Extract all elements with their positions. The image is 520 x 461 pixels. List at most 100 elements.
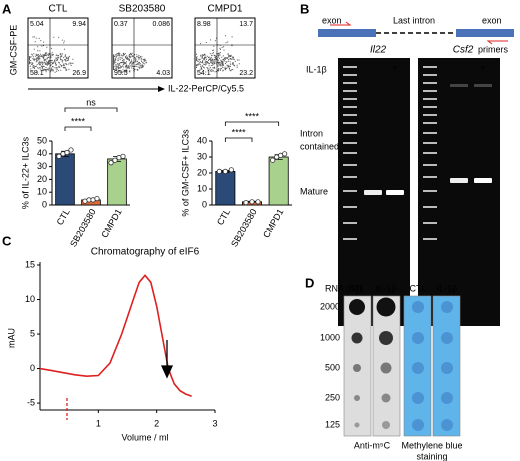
y-tick-label: 0 (202, 199, 207, 209)
lane-label: - (458, 62, 461, 72)
dot (380, 362, 392, 374)
x-axis-label: Volume / ml (121, 432, 168, 442)
dot (353, 364, 361, 372)
quadrant-value: 8.98 (197, 21, 211, 28)
dot (354, 422, 360, 428)
panel-label: D (305, 275, 314, 290)
data-point (255, 199, 261, 205)
y-tick-label: -5 (27, 397, 35, 407)
flow-title: CTL (49, 4, 68, 15)
significance-bracket (224, 121, 280, 126)
band (474, 178, 492, 183)
significance-label: **** (71, 116, 86, 126)
flow-y-label: GM-CSF-PE (8, 25, 18, 76)
data-point (216, 168, 222, 174)
panel-label: A (2, 1, 12, 16)
exon (456, 29, 514, 37)
column-label: CTL (348, 283, 365, 293)
data-point (249, 199, 255, 205)
data-point (243, 200, 249, 206)
exon-label: exon (482, 15, 502, 25)
ladder (423, 66, 437, 240)
y-tick-label: 40 (37, 148, 47, 158)
data-point (108, 160, 114, 166)
amount-label: 125 (325, 419, 340, 429)
bar (55, 153, 75, 206)
dot (412, 392, 424, 404)
quadrant-value: 0.37 (114, 21, 128, 28)
significance-label: **** (232, 127, 247, 137)
quadrant-value: 0.086 (152, 21, 170, 28)
quadrant-value: 26.9 (72, 70, 86, 77)
gene-label: Csf2 (453, 45, 474, 56)
dot (351, 332, 363, 344)
band (364, 190, 382, 195)
lane-label: - (372, 62, 375, 72)
y-tick-label: 50 (37, 135, 47, 145)
panel-label: B (300, 1, 309, 16)
dot (379, 331, 393, 345)
y-tick-label: 30 (197, 151, 207, 161)
x-tick-label: CTL (215, 207, 232, 227)
flow-arrowhead (158, 86, 165, 92)
dot (412, 332, 424, 344)
flow-title: CMPD1 (207, 4, 242, 15)
bar (107, 158, 127, 206)
treatment-label: IL-1β (306, 64, 327, 74)
y-tick-label: 20 (37, 174, 47, 184)
x-tick-label: SB203580 (68, 207, 98, 248)
column-label: CTL (409, 283, 426, 293)
ladder (343, 66, 357, 240)
x-tick-label: CMPD1 (261, 207, 285, 239)
dot (382, 421, 390, 429)
dot (412, 362, 424, 374)
flow-events (29, 36, 74, 73)
amount-label: 250 (325, 392, 340, 402)
primer (330, 21, 352, 26)
bar (268, 156, 289, 206)
y-tick-label: 10 (197, 183, 207, 193)
data-point (120, 153, 126, 159)
dot (376, 297, 396, 317)
caption: Anti-m⁵C (354, 440, 391, 450)
y-axis-label: mAU (6, 328, 16, 348)
dot (381, 393, 391, 403)
chart-title: Chromatography of eIF6 (91, 247, 200, 258)
data-point (228, 167, 234, 173)
y-tick-label: 30 (37, 161, 47, 171)
significance-bracket (64, 126, 92, 131)
flow-events (196, 35, 240, 73)
data-point (68, 147, 74, 153)
data-point (112, 157, 118, 163)
flow-frame (111, 17, 173, 79)
dotblot-axis-label: RNA (ng) (325, 283, 362, 293)
data-point (282, 151, 288, 157)
band-faint (474, 84, 492, 87)
quadrant-value: 4.03 (156, 70, 170, 77)
quadrant-value: 58.1 (30, 70, 44, 77)
intron-label: Last intron (393, 15, 435, 25)
x-tick-label: 1 (96, 418, 101, 428)
y-tick-label: 10 (37, 187, 47, 197)
data-point (222, 168, 228, 174)
data-point (94, 196, 100, 202)
quadrant-value: 23.2 (239, 70, 253, 77)
amount-label: 500 (325, 362, 340, 372)
band-faint (450, 84, 468, 87)
x-tick-label: 3 (212, 418, 217, 428)
x-tick-label: 2 (154, 418, 159, 428)
exon (318, 29, 376, 37)
dot (412, 301, 424, 313)
band (386, 190, 404, 195)
caption: Methylene blue (401, 440, 462, 450)
primers-label: primers (478, 44, 509, 54)
y-tick-label: 5 (30, 328, 35, 338)
quadrant-value: 54.1 (197, 70, 211, 77)
significance-bracket (64, 107, 118, 112)
y-tick-label: 40 (197, 135, 207, 145)
quadrant-value: 95.5 (114, 70, 128, 77)
column-label: IL-1β (437, 283, 458, 293)
dot (441, 419, 453, 431)
exon-label: exon (322, 15, 342, 25)
panel-label: C (2, 233, 12, 248)
